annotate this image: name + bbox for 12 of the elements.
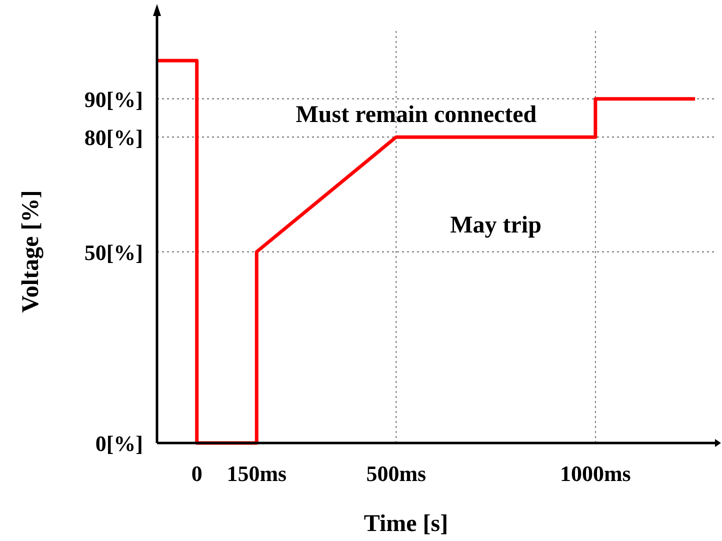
y-tick-label: 50[%] — [84, 240, 143, 265]
y-tick-label: 90[%] — [84, 86, 143, 112]
y-tick-label: 0[%] — [95, 431, 143, 456]
y-tick-label: 80[%] — [84, 125, 143, 150]
x-tick-label: 150ms — [226, 461, 288, 486]
x-axis-title: Time [s] — [364, 511, 448, 537]
y-axis-title: Voltage [%] — [18, 190, 44, 313]
x-tick-label: 1000ms — [560, 461, 632, 486]
x-tick-label: 500ms — [366, 461, 427, 486]
annotation: May trip — [450, 212, 542, 239]
annotation: Must remain connected — [296, 102, 538, 128]
x-tick-label: 0 — [191, 461, 202, 486]
